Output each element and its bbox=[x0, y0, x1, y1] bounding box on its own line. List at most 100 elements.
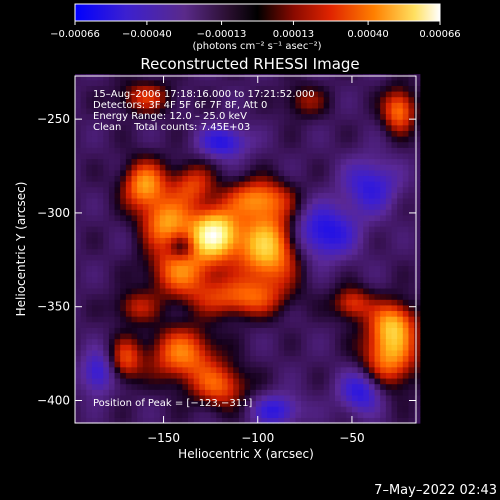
heatmap-cell bbox=[233, 271, 240, 278]
heatmap-cell bbox=[351, 242, 359, 250]
heatmap-cell bbox=[210, 203, 217, 210]
heatmap-cell bbox=[154, 107, 161, 115]
heatmap-cell bbox=[267, 327, 274, 334]
heatmap-cell bbox=[216, 332, 223, 340]
heatmap-cell bbox=[75, 141, 82, 148]
heatmap-cell bbox=[402, 400, 410, 407]
heatmap-cell bbox=[233, 197, 240, 205]
heatmap-cell bbox=[250, 389, 257, 396]
heatmap-cell bbox=[114, 366, 121, 373]
heatmap-cell bbox=[182, 152, 189, 160]
heatmap-cell bbox=[91, 147, 99, 154]
heatmap-cell bbox=[188, 406, 195, 413]
heatmap-cell bbox=[380, 136, 387, 143]
heatmap-cell bbox=[188, 152, 195, 160]
heatmap-cell bbox=[97, 389, 104, 396]
heatmap-cell bbox=[125, 113, 133, 120]
heatmap-cell bbox=[312, 287, 319, 295]
heatmap-cell bbox=[154, 394, 161, 402]
heatmap-cell bbox=[210, 293, 217, 300]
heatmap-cell bbox=[289, 96, 297, 103]
y-tick-label: −250 bbox=[37, 112, 70, 126]
heatmap-cell bbox=[284, 220, 291, 227]
heatmap-cell bbox=[171, 355, 178, 362]
heatmap-cell bbox=[103, 136, 110, 143]
heatmap-cell bbox=[86, 265, 93, 272]
heatmap-cell bbox=[334, 282, 342, 289]
heatmap-cell bbox=[312, 248, 319, 255]
heatmap-cell bbox=[267, 231, 274, 238]
heatmap-cell bbox=[154, 175, 161, 182]
heatmap-cell bbox=[289, 192, 297, 199]
heatmap-cell bbox=[312, 169, 319, 177]
heatmap-cell bbox=[267, 226, 274, 233]
heatmap-cell bbox=[289, 186, 297, 193]
heatmap-cell bbox=[193, 377, 200, 385]
heatmap-cell bbox=[363, 147, 370, 154]
heatmap-cell bbox=[154, 141, 161, 148]
heatmap-cell bbox=[171, 254, 178, 261]
heatmap-cell bbox=[171, 107, 178, 115]
heatmap-cell bbox=[171, 349, 178, 357]
heatmap-cell bbox=[385, 327, 393, 334]
heatmap-cell bbox=[210, 242, 217, 250]
heatmap-cell bbox=[385, 417, 393, 424]
heatmap-cell bbox=[216, 102, 223, 109]
heatmap-cell bbox=[250, 316, 257, 323]
heatmap-cell bbox=[227, 287, 234, 295]
heatmap-cell bbox=[267, 74, 274, 81]
heatmap-cell bbox=[80, 316, 87, 323]
heatmap-cell bbox=[346, 209, 353, 216]
heatmap-cell bbox=[204, 383, 212, 390]
heatmap-cell bbox=[312, 164, 319, 171]
heatmap-cell bbox=[142, 237, 150, 244]
heatmap-cell bbox=[142, 231, 150, 238]
heatmap-cell bbox=[210, 85, 217, 92]
heatmap-cell bbox=[210, 355, 217, 362]
heatmap-cell bbox=[114, 91, 121, 98]
heatmap-cell bbox=[284, 136, 291, 143]
heatmap-cell bbox=[221, 186, 229, 193]
heatmap-cell bbox=[108, 169, 116, 177]
heatmap-cell bbox=[182, 136, 189, 143]
heatmap-cell bbox=[391, 299, 398, 306]
heatmap-cell bbox=[318, 119, 325, 126]
heatmap-cell bbox=[171, 136, 178, 143]
heatmap-cell bbox=[125, 344, 133, 351]
heatmap-cell bbox=[227, 332, 234, 340]
heatmap-cell bbox=[210, 366, 217, 373]
heatmap-cell bbox=[340, 271, 347, 278]
heatmap-cell bbox=[97, 181, 104, 188]
heatmap-cell bbox=[114, 74, 121, 81]
heatmap-cell bbox=[244, 130, 251, 137]
heatmap-cell bbox=[91, 372, 99, 379]
heatmap-cell bbox=[188, 349, 195, 357]
heatmap-cell bbox=[75, 242, 82, 250]
heatmap-cell bbox=[368, 124, 376, 131]
heatmap-cell bbox=[318, 85, 325, 92]
heatmap-cell bbox=[75, 355, 82, 362]
heatmap-cell bbox=[114, 226, 121, 233]
heatmap-cell bbox=[75, 79, 82, 86]
heatmap-cell bbox=[374, 79, 381, 86]
heatmap-cell bbox=[182, 332, 189, 340]
heatmap-cell bbox=[340, 321, 347, 328]
heatmap-cell bbox=[289, 327, 297, 334]
heatmap-cell bbox=[374, 74, 381, 81]
heatmap-cell bbox=[188, 383, 195, 390]
heatmap-cell bbox=[250, 186, 257, 193]
heatmap-cell bbox=[75, 282, 82, 289]
heatmap-cell bbox=[380, 389, 387, 396]
heatmap-cell bbox=[216, 299, 223, 306]
heatmap-cell bbox=[176, 175, 183, 182]
heatmap-cell bbox=[142, 107, 150, 115]
heatmap-cell bbox=[340, 287, 347, 295]
heatmap-cell bbox=[171, 96, 178, 103]
heatmap-cell bbox=[346, 366, 353, 373]
heatmap-cell bbox=[91, 366, 99, 373]
heatmap-cell bbox=[227, 124, 234, 131]
heatmap-cell bbox=[340, 237, 347, 244]
heatmap-cell bbox=[289, 372, 297, 379]
heatmap-cell bbox=[306, 203, 313, 210]
heatmap-cell bbox=[137, 248, 144, 255]
